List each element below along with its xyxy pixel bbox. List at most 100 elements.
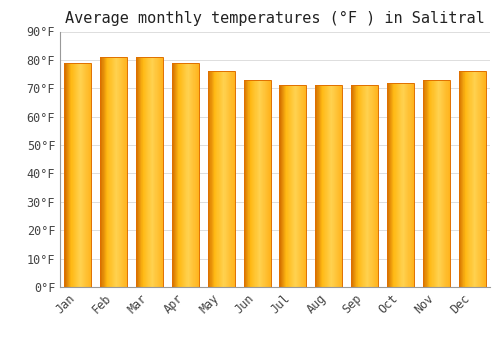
Bar (463, 71, 464, 287)
Bar (326, 85, 327, 287)
Bar (225, 71, 226, 287)
Bar (185, 63, 186, 287)
Bar (106, 57, 107, 287)
Bar (469, 71, 470, 287)
Bar (375, 85, 376, 287)
Bar (120, 57, 122, 287)
Bar (85, 63, 86, 287)
Bar (89, 63, 90, 287)
Bar (209, 71, 210, 287)
Bar (258, 80, 260, 287)
Bar (105, 57, 106, 287)
Bar (365, 85, 366, 287)
Bar (316, 85, 317, 287)
Bar (216, 71, 217, 287)
Bar (78, 63, 79, 287)
Bar (220, 71, 222, 287)
Bar (289, 85, 290, 287)
Bar (100, 57, 127, 287)
Bar (479, 71, 480, 287)
Bar (412, 83, 414, 287)
Bar (136, 57, 163, 287)
Bar (182, 63, 183, 287)
Bar (472, 71, 473, 287)
Bar (186, 63, 187, 287)
Bar (435, 80, 436, 287)
Bar (331, 85, 332, 287)
Bar (364, 85, 365, 287)
Bar (352, 85, 353, 287)
Bar (317, 85, 318, 287)
Bar (120, 57, 121, 287)
Bar (233, 71, 234, 287)
Bar (124, 57, 125, 287)
Bar (332, 85, 333, 287)
Bar (159, 57, 160, 287)
Bar (305, 85, 306, 287)
Bar (174, 63, 175, 287)
Bar (392, 83, 393, 287)
Bar (468, 71, 469, 287)
Bar (68, 63, 70, 287)
Bar (64, 63, 92, 287)
Bar (218, 71, 219, 287)
Bar (231, 71, 232, 287)
Bar (390, 83, 392, 287)
Bar (370, 85, 371, 287)
Bar (214, 71, 215, 287)
Bar (76, 63, 77, 287)
Bar (100, 57, 101, 287)
Bar (112, 57, 113, 287)
Bar (150, 57, 151, 287)
Bar (249, 80, 250, 287)
Bar (447, 80, 448, 287)
Bar (406, 83, 407, 287)
Bar (303, 85, 304, 287)
Bar (405, 83, 406, 287)
Bar (334, 85, 335, 287)
Bar (373, 85, 374, 287)
Bar (70, 63, 71, 287)
Bar (341, 85, 342, 287)
Bar (374, 85, 375, 287)
Bar (302, 85, 303, 287)
Bar (151, 57, 152, 287)
Bar (110, 57, 111, 287)
Bar (213, 71, 214, 287)
Bar (254, 80, 255, 287)
Bar (388, 83, 389, 287)
Bar (336, 85, 337, 287)
Bar (67, 63, 68, 287)
Bar (82, 63, 84, 287)
Bar (230, 71, 231, 287)
Bar (262, 80, 263, 287)
Bar (408, 83, 409, 287)
Bar (459, 71, 460, 287)
Bar (396, 83, 397, 287)
Bar (444, 80, 445, 287)
Bar (179, 63, 180, 287)
Bar (263, 80, 264, 287)
Bar (401, 83, 402, 287)
Bar (393, 83, 394, 287)
Bar (244, 80, 270, 287)
Bar (285, 85, 286, 287)
Bar (66, 63, 67, 287)
Bar (71, 63, 72, 287)
Bar (155, 57, 156, 287)
Bar (198, 63, 199, 287)
Bar (223, 71, 224, 287)
Bar (333, 85, 334, 287)
Bar (284, 85, 285, 287)
Bar (247, 80, 248, 287)
Bar (287, 85, 288, 287)
Bar (64, 63, 65, 287)
Bar (485, 71, 486, 287)
Bar (430, 80, 431, 287)
Bar (436, 80, 437, 287)
Bar (294, 85, 295, 287)
Bar (403, 83, 404, 287)
Bar (484, 71, 485, 287)
Bar (212, 71, 213, 287)
Bar (359, 85, 360, 287)
